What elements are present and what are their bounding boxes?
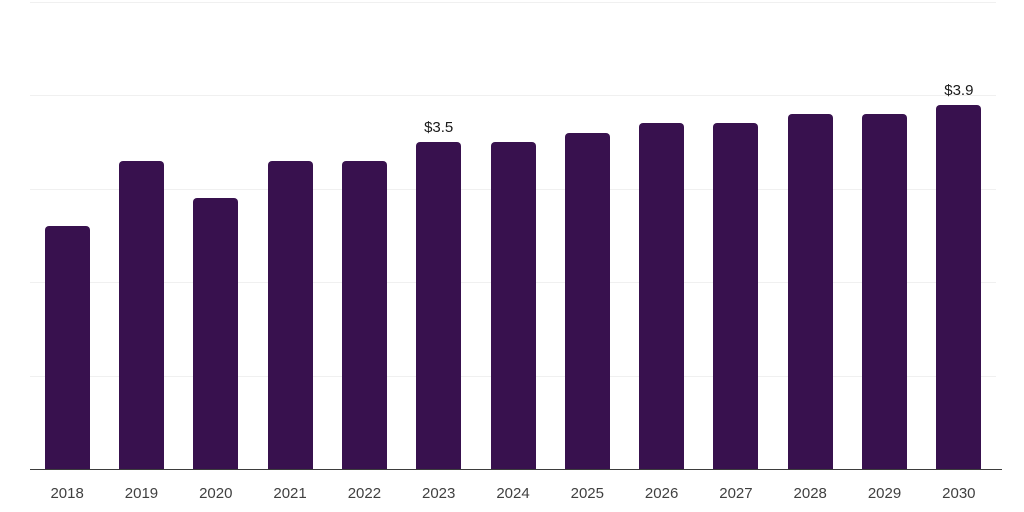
x-tick-label-2021: 2021 bbox=[273, 485, 307, 502]
bar-2020[interactable] bbox=[193, 198, 239, 469]
bar-2029[interactable] bbox=[862, 114, 908, 469]
data-label-2023: $3.5 bbox=[424, 119, 454, 137]
x-tick-label-2026: 2026 bbox=[644, 485, 679, 502]
data-label-2030: $3.9 bbox=[944, 81, 974, 99]
x-tick-label-2028: 2028 bbox=[793, 485, 827, 502]
bar-2024[interactable] bbox=[490, 142, 536, 469]
x-tick-label-2022: 2022 bbox=[347, 485, 382, 502]
x-tick-label-2027: 2027 bbox=[719, 485, 753, 502]
plot-area: $3.5 $3.9 bbox=[30, 2, 1002, 470]
x-tick-label-2029: 2029 bbox=[867, 485, 902, 502]
bar-2026[interactable] bbox=[639, 123, 685, 469]
bar-2025[interactable] bbox=[564, 132, 610, 469]
x-tick-label-2024: 2024 bbox=[496, 485, 530, 502]
x-tick-label-2030: 2030 bbox=[942, 485, 976, 502]
x-tick-label-2025: 2025 bbox=[570, 485, 604, 502]
x-axis-line bbox=[30, 468, 1002, 470]
x-axis: 2018 2019 2020 2021 2022 2023 2024 2025 2026 2027… bbox=[30, 469, 996, 509]
bar-2018[interactable] bbox=[44, 226, 90, 469]
x-tick-label-2019: 2019 bbox=[124, 485, 159, 502]
bar-2028[interactable] bbox=[787, 114, 833, 469]
bar-2019[interactable] bbox=[118, 160, 164, 469]
x-tick-label-2018: 2018 bbox=[50, 485, 84, 502]
bar-2021[interactable] bbox=[267, 160, 313, 469]
gridline-y-5 bbox=[30, 2, 996, 3]
x-tick-label-2023: 2023 bbox=[422, 485, 456, 502]
bar-2023[interactable] bbox=[416, 142, 462, 469]
gridline-y-4 bbox=[30, 95, 996, 97]
bar-2030[interactable] bbox=[936, 104, 982, 469]
bar-2022[interactable] bbox=[341, 160, 387, 469]
bar-2027[interactable] bbox=[713, 123, 759, 469]
x-tick-label-2020: 2020 bbox=[199, 485, 233, 502]
